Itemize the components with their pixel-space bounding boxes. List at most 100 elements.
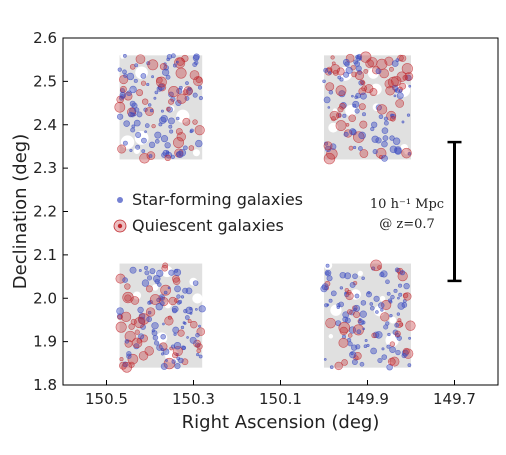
star-forming-point [326, 275, 333, 282]
star-forming-point [362, 327, 366, 331]
quiescent-point [338, 337, 349, 348]
star-forming-point [180, 295, 185, 299]
star-forming-point [353, 307, 357, 311]
star-forming-point [328, 90, 334, 95]
mask-hole [345, 105, 357, 117]
star-forming-point [151, 75, 155, 79]
star-forming-point [130, 127, 136, 133]
star-forming-point [389, 346, 396, 354]
star-forming-point [330, 290, 337, 297]
star-forming-point [135, 144, 141, 150]
star-forming-point [128, 111, 134, 118]
star-forming-point [396, 335, 402, 341]
star-forming-point [178, 299, 183, 304]
star-forming-point [144, 130, 147, 134]
star-forming-point [149, 108, 154, 113]
quiescent-point [353, 311, 361, 319]
star-forming-point [394, 146, 402, 154]
quiescent-point [140, 80, 147, 86]
quiescent-point [146, 151, 156, 161]
quiescent-point [399, 82, 407, 90]
y-tick-label: 2.1 [33, 246, 57, 264]
star-forming-point [175, 151, 182, 157]
star-forming-point [129, 100, 136, 107]
quiescent-point [164, 154, 171, 162]
quiescent-point [130, 296, 140, 305]
star-forming-point [345, 66, 353, 74]
star-forming-point [366, 343, 370, 348]
quiescent-point [182, 89, 189, 96]
star-forming-point [338, 301, 344, 308]
mask-hole [192, 293, 203, 304]
legend-quiescent-marker-core [117, 223, 123, 229]
star-forming-point [387, 332, 391, 337]
quiescent-point [325, 82, 335, 92]
quiescent-point [369, 88, 378, 96]
star-forming-point [175, 99, 182, 107]
star-forming-point [393, 288, 398, 293]
quiescent-point [119, 85, 127, 93]
quiescent-point [136, 89, 144, 97]
star-forming-point [196, 353, 200, 357]
star-forming-point [194, 308, 198, 311]
quiescent-point [117, 314, 123, 320]
y-tick-label: 2.3 [33, 159, 57, 177]
star-forming-point [378, 114, 384, 120]
star-forming-point [351, 359, 358, 366]
star-forming-point [344, 272, 352, 280]
star-forming-point [119, 92, 127, 99]
star-forming-point [355, 92, 361, 99]
star-forming-point [189, 336, 197, 344]
star-forming-point [173, 268, 182, 277]
quiescent-point [401, 147, 412, 159]
star-forming-point [408, 84, 412, 88]
star-forming-point [162, 322, 165, 326]
y-axis-ticks: 1.8 1.9 2.0 2.1 2.2 2.3 2.4 2.5 2.6 [33, 29, 68, 394]
star-forming-point [161, 352, 165, 356]
star-forming-point [160, 347, 165, 352]
star-forming-point [140, 73, 147, 79]
quiescent-point [348, 145, 354, 151]
star-forming-point [180, 325, 185, 330]
star-forming-point [171, 359, 176, 364]
mask-hole [357, 270, 363, 277]
x-tick-label: 150.5 [85, 390, 128, 408]
star-forming-point [151, 322, 159, 330]
star-forming-point [327, 106, 331, 109]
star-forming-point [122, 53, 127, 58]
star-forming-point [153, 274, 161, 283]
star-forming-point [372, 148, 378, 155]
quiescent-point [336, 67, 345, 76]
star-forming-point [325, 271, 330, 276]
star-forming-point [394, 267, 400, 273]
star-forming-point [375, 331, 383, 339]
star-forming-point [393, 94, 397, 98]
star-forming-point [166, 54, 173, 60]
quiescent-point [145, 285, 153, 293]
star-forming-point [131, 124, 136, 129]
star-forming-point [354, 293, 360, 299]
star-forming-point [122, 277, 128, 283]
quiescent-point [335, 85, 347, 97]
star-forming-point [342, 316, 349, 323]
quiescent-point [194, 125, 205, 136]
quiescent-point [114, 101, 126, 113]
star-forming-point [129, 85, 137, 94]
quiescent-point [190, 320, 198, 329]
quiescent-point [144, 346, 154, 356]
star-forming-point [176, 150, 184, 159]
star-forming-point [394, 322, 400, 328]
star-forming-point [138, 333, 145, 340]
star-forming-point [144, 270, 150, 276]
star-forming-point [377, 357, 383, 363]
quiescent-point [192, 119, 198, 125]
y-tick-label: 2.6 [33, 29, 57, 47]
star-forming-point [385, 321, 390, 326]
y-tick-label: 2.2 [33, 203, 57, 221]
star-forming-point [174, 363, 181, 370]
star-forming-point [155, 303, 163, 311]
star-forming-point [342, 58, 350, 66]
quiescent-point [335, 120, 347, 131]
star-forming-point [151, 330, 158, 336]
star-forming-point [378, 302, 385, 309]
